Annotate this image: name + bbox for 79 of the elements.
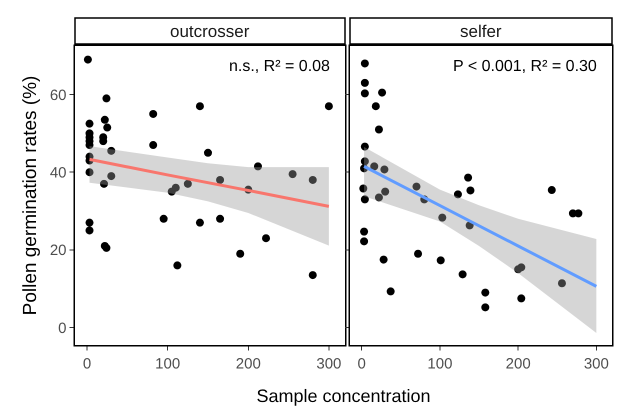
- point: [381, 188, 390, 196]
- point: [107, 172, 116, 180]
- point: [84, 56, 92, 64]
- chart-title: outcrosser: [170, 22, 250, 41]
- point: [517, 263, 526, 272]
- point: [412, 182, 420, 191]
- point: [454, 190, 462, 198]
- point: [548, 186, 556, 194]
- x-tick-label: 200: [236, 356, 261, 372]
- point: [466, 186, 474, 194]
- point: [184, 180, 192, 188]
- point: [204, 148, 212, 157]
- point: [378, 88, 386, 97]
- point: [436, 256, 445, 264]
- point: [359, 184, 368, 193]
- point: [370, 162, 378, 170]
- annotation: P < 0.001, R² = 0.30: [453, 58, 597, 75]
- point: [380, 165, 388, 174]
- point: [196, 218, 204, 227]
- point: [360, 59, 369, 68]
- point: [386, 287, 395, 296]
- point: [517, 294, 526, 302]
- x-axis-title: Sample concentration: [255, 386, 432, 407]
- point: [372, 102, 380, 110]
- point: [360, 142, 369, 151]
- point: [107, 146, 116, 155]
- point: [374, 125, 383, 134]
- point: [288, 170, 297, 178]
- x-tick-label: 100: [155, 356, 180, 372]
- point: [100, 116, 109, 124]
- point: [458, 270, 467, 278]
- point: [172, 184, 180, 192]
- point: [216, 176, 224, 184]
- annotation: n.s., R² = 0.08: [229, 58, 330, 75]
- point: [380, 256, 388, 264]
- point: [360, 78, 369, 87]
- x-tick-label: 0: [358, 356, 366, 372]
- point: [360, 157, 369, 166]
- point: [103, 124, 112, 132]
- point: [86, 168, 94, 176]
- y-tick-label: 60: [50, 86, 66, 104]
- x-tick-label: 200: [506, 356, 531, 372]
- point: [236, 250, 244, 258]
- point: [558, 279, 566, 288]
- point: [360, 89, 369, 98]
- point: [102, 94, 110, 102]
- point: [308, 271, 317, 280]
- point: [196, 102, 204, 110]
- point: [86, 226, 94, 234]
- point: [86, 218, 94, 227]
- point: [360, 237, 368, 246]
- chart-title: selfer: [460, 22, 502, 41]
- point: [149, 141, 158, 150]
- y-axis-title: Pollen germination rates (%): [20, 76, 41, 316]
- point: [374, 193, 383, 202]
- point: [438, 214, 446, 222]
- y-tick-label: 40: [50, 164, 66, 182]
- point: [173, 261, 182, 270]
- x-tick-label: 300: [584, 356, 609, 372]
- point: [324, 102, 333, 110]
- point: [262, 234, 270, 242]
- point: [254, 162, 262, 170]
- point: [149, 110, 158, 118]
- x-tick-label: 0: [82, 356, 92, 372]
- point: [464, 174, 472, 182]
- point: [360, 195, 369, 204]
- point: [308, 176, 317, 184]
- point: [481, 288, 490, 297]
- point: [160, 214, 168, 223]
- point: [360, 228, 368, 236]
- x-tick-label: 300: [316, 356, 342, 372]
- y-tick-label: 20: [50, 242, 66, 260]
- point: [481, 303, 490, 312]
- x-tick-label: 100: [427, 356, 452, 372]
- point: [216, 214, 224, 223]
- y-tick-label: 0: [58, 320, 66, 337]
- point: [86, 120, 94, 128]
- point: [414, 250, 422, 258]
- point: [100, 180, 108, 188]
